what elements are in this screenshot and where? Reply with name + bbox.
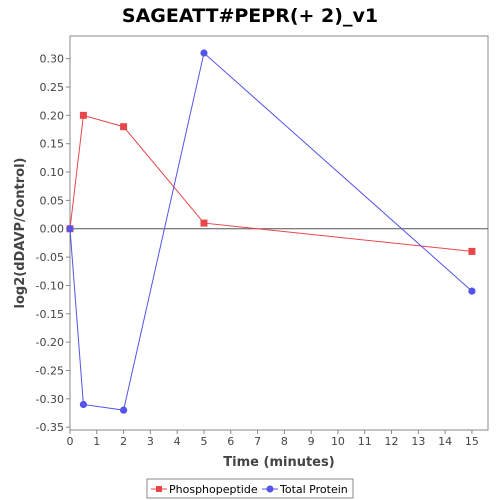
y-tick-label: -0.10 [36,279,64,292]
y-tick-label: -0.20 [36,336,64,349]
data-point-phosphopeptide [200,219,208,227]
data-point-phosphopeptide [468,247,476,255]
legend-box [146,478,354,499]
data-point-phosphopeptide [79,111,87,119]
chart-title: SAGEATT#PEPR(+ 2)_v1 [122,5,378,27]
x-axis: 0 1 2 3 4 5 6 7 8 9 10 11 12 13 14 15 [67,430,479,448]
x-tick-label: 2 [120,435,127,448]
y-tick-label: 0.00 [40,223,65,236]
legend: Phosphopeptide Total Protein [146,478,354,499]
x-tick-label: 0 [67,435,74,448]
x-tick-label: 12 [385,435,399,448]
y-tick-label: -0.15 [36,308,64,321]
x-tick-label: 3 [147,435,154,448]
x-tick-label: 13 [411,435,425,448]
x-tick-label: 5 [200,435,207,448]
x-tick-label: 8 [281,435,288,448]
y-axis: -0.35 -0.30 -0.25 -0.20 -0.15 -0.10 -0.05 0.00 0… [36,53,70,434]
x-tick-label: 15 [465,435,479,448]
y-tick-label: -0.25 [36,364,64,377]
data-point-total-protein [468,287,476,295]
data-point-total-protein [66,225,74,233]
legend-marker-total-protein [266,485,274,493]
y-tick-label: 0.25 [40,81,65,94]
y-tick-label: 0.10 [40,166,65,179]
y-tick-label: 0.20 [40,109,65,122]
x-tick-label: 7 [254,435,261,448]
y-tick-label: 0.05 [40,194,65,207]
x-axis-label: Time (minutes) [223,455,334,470]
x-tick-label: 11 [358,435,372,448]
plot-area [69,35,489,431]
data-point-phosphopeptide [120,123,128,131]
y-tick-label: 0.15 [40,138,65,151]
legend-label-total-protein: Total Protein [279,483,348,496]
data-point-total-protein [79,400,87,409]
x-tick-label: 1 [93,435,100,448]
y-tick-label: -0.05 [36,251,64,264]
data-point-total-protein [200,49,208,57]
data-point-total-protein [119,406,128,414]
x-tick-label: 4 [174,435,181,448]
series-layer [66,49,476,414]
legend-marker-phosphopeptide [156,486,162,492]
x-tick-label: 10 [331,435,345,448]
x-tick-label: 6 [227,435,234,448]
y-axis-label: log2(dDAVP/Control) [13,158,28,309]
legend-label-phosphopeptide: Phosphopeptide [169,483,258,496]
x-tick-label: 9 [308,435,315,448]
x-tick-label: 14 [438,435,452,448]
y-tick-label: -0.35 [36,421,64,434]
y-tick-label: -0.30 [36,393,64,406]
y-tick-label: 0.30 [40,53,65,66]
